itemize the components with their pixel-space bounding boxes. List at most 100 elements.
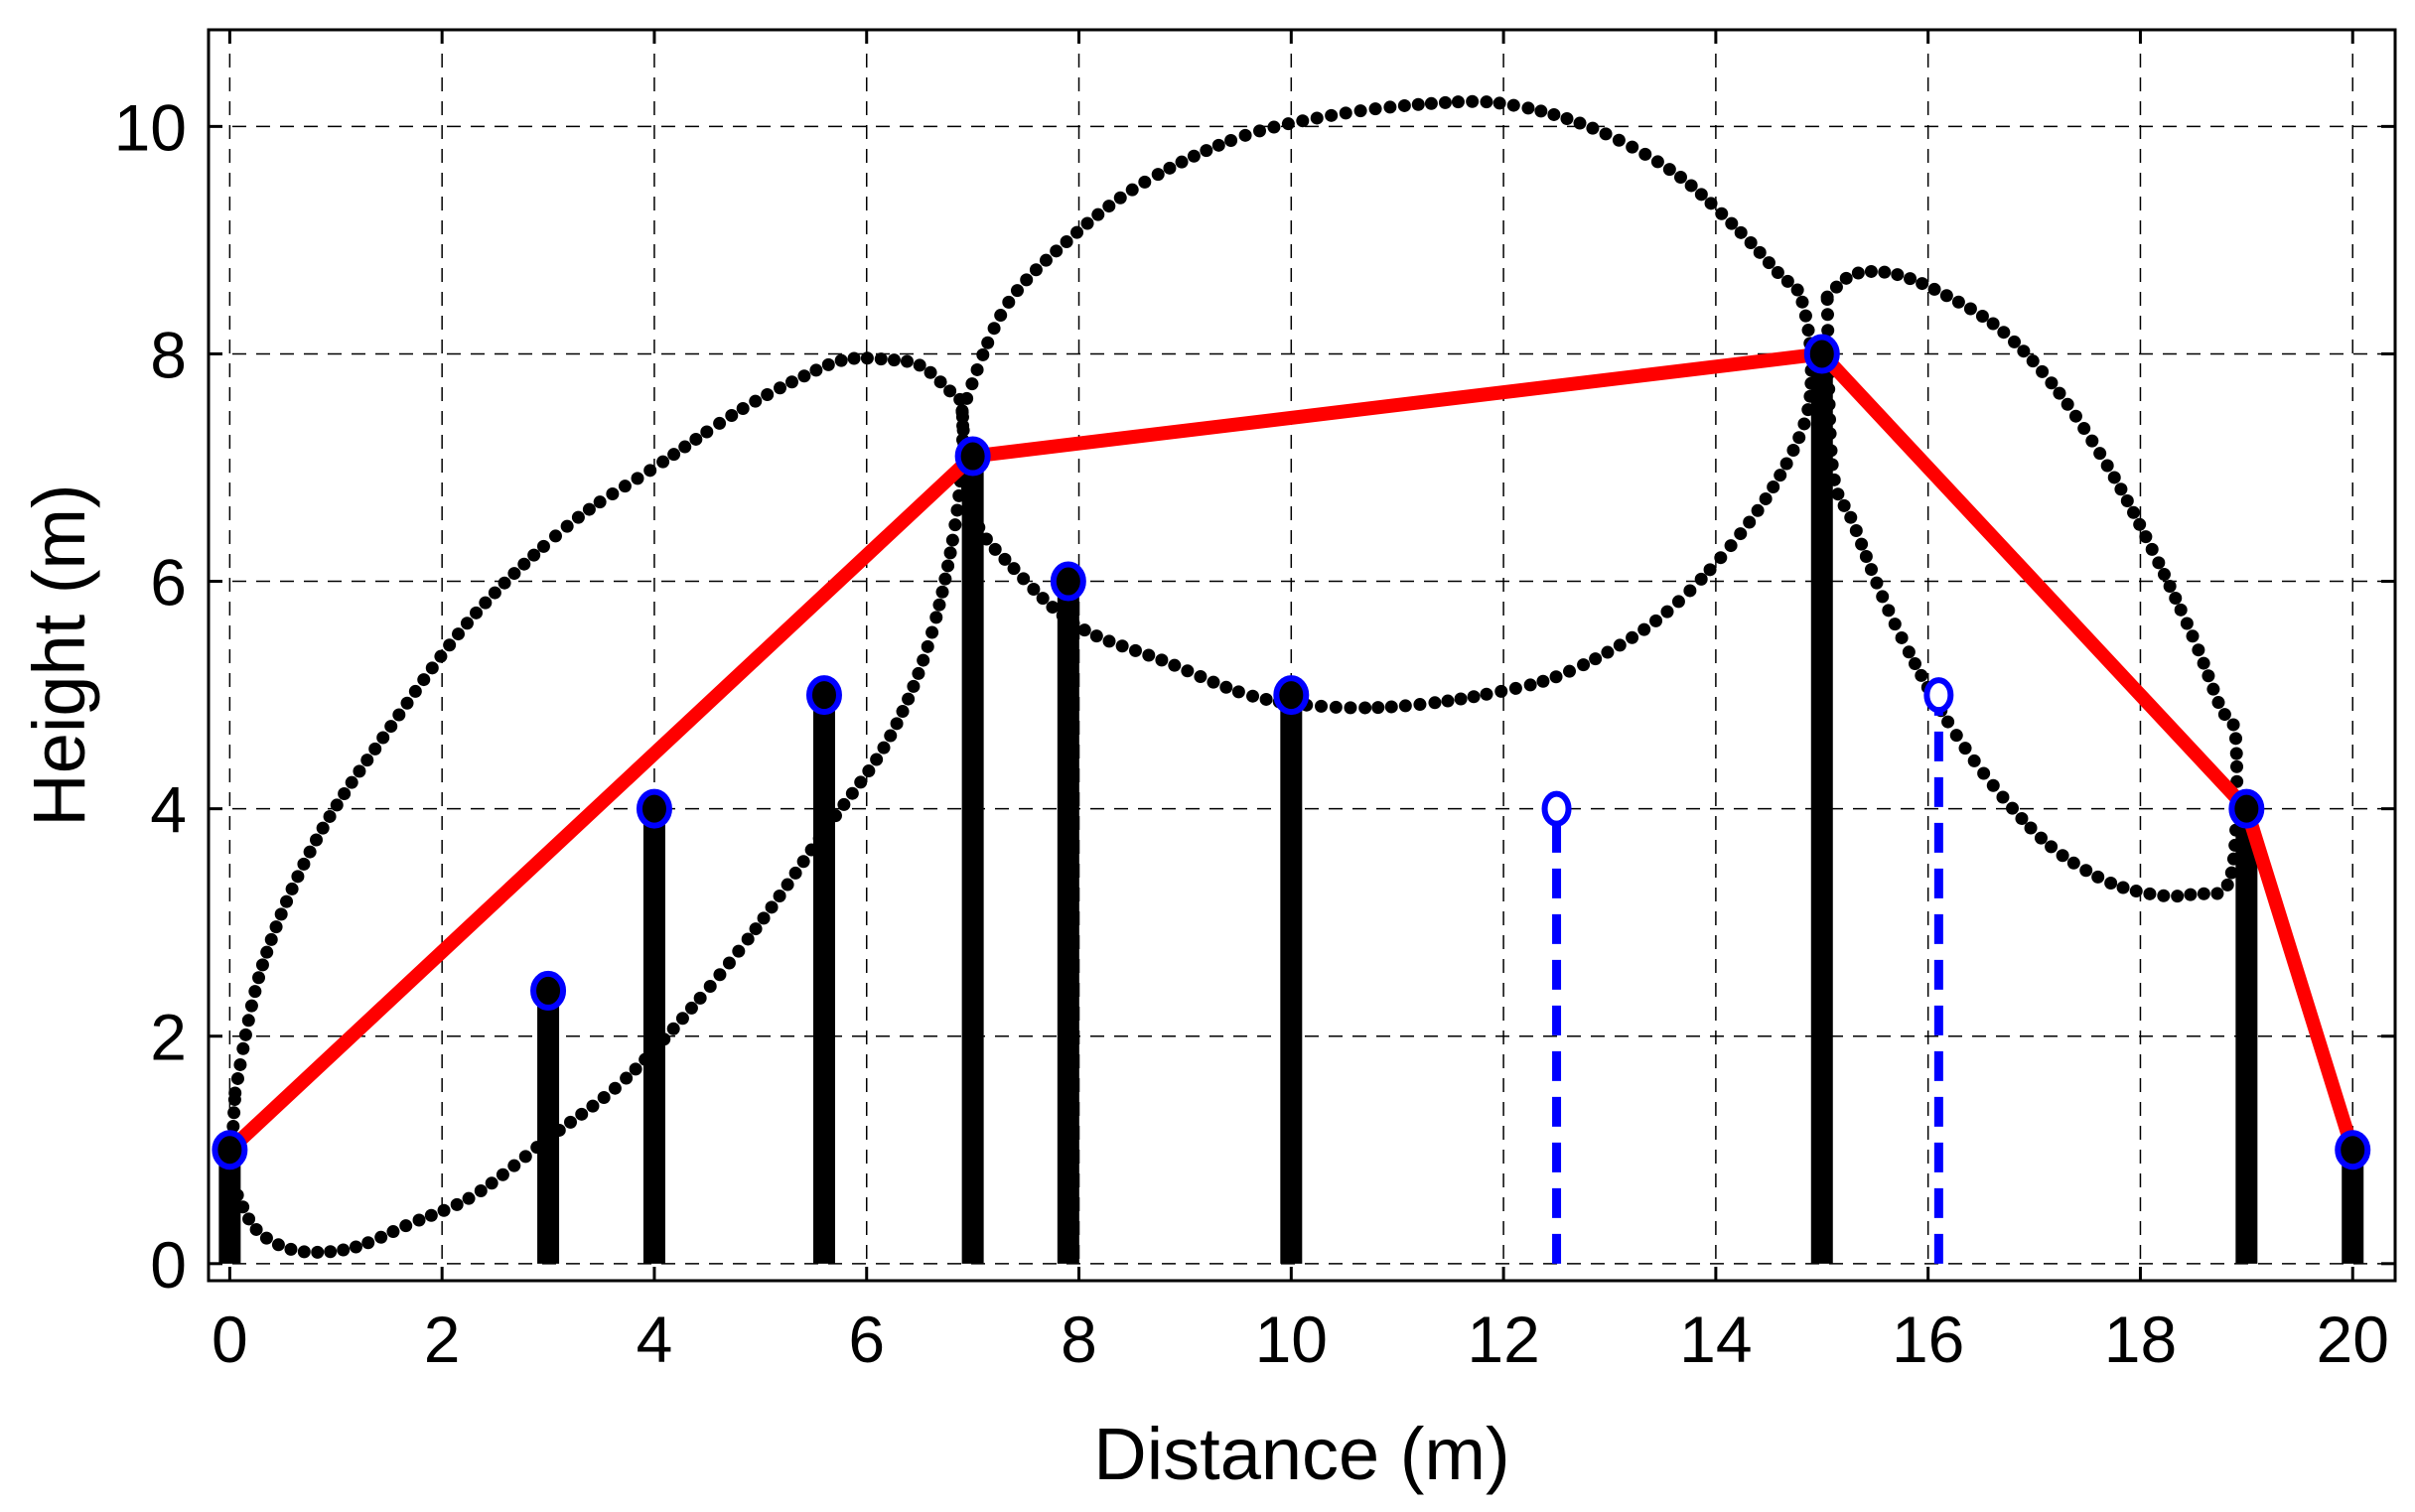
loop-dot [1325,108,1339,122]
loop-dot [1163,161,1177,175]
loop-dot [1428,696,1442,710]
loop-dot [470,606,484,619]
loop-dot [2093,447,2107,461]
loop-dot [297,1245,311,1259]
loop-dot [1353,104,1367,118]
loop-dot [1671,595,1685,609]
loop-dot [900,354,914,368]
loop-dot [1253,124,1267,138]
loop-dot [1986,317,2000,331]
loop-dot [1837,498,1851,512]
loop-series [955,94,1818,715]
x-tick-label: 6 [848,1303,885,1376]
loop-dot [1790,283,1804,297]
loop-dot [517,557,531,571]
loop-dot [353,764,366,778]
loop-dot [736,401,750,415]
loop-dot [1997,326,2011,340]
loop-dot [2230,774,2244,788]
loop-dot [1207,675,1220,689]
loop-dot [368,742,382,756]
loop-dot [608,1081,622,1095]
loop-dot [2015,812,2029,826]
loop-dot [2226,718,2240,732]
loop-dot [854,775,868,789]
loop-dot [1864,264,1878,278]
pole-top-marker [2335,1130,2371,1170]
loop-dot [274,907,288,921]
loop-dot [1181,664,1195,678]
pole-top-marker [954,436,991,477]
loop-dot [809,363,823,377]
loop-dot [845,786,859,800]
loop-dot [2139,530,2153,544]
loop-dot [1795,295,1809,309]
y-tick-label: 0 [150,1228,187,1302]
loop-dot [479,596,493,610]
loop-dot [757,911,771,925]
loop-dot [1895,630,1909,644]
loop-dot [1091,207,1105,221]
loop-dot [1637,622,1651,636]
loop-dot [2006,801,2020,815]
loop-dot [1743,515,1757,529]
loop-dot [932,598,946,612]
loop-dot [1715,206,1729,220]
loop-dot [361,1236,375,1250]
loop-dot [1187,149,1201,163]
loop-dot [1441,694,1455,708]
loop-dot [1660,605,1674,619]
loop-dot [2045,840,2059,854]
loop-dot [1683,584,1697,598]
loop-dot [703,980,717,994]
loop-dot [2174,603,2188,617]
loop-dot [451,627,465,641]
loop-dot [1891,268,1905,282]
loop-dot [1080,216,1094,230]
loop-dot [384,720,398,734]
loop-dot [248,985,262,999]
loop-dot [1915,668,1928,682]
loop-dot [1649,614,1663,627]
loop-dot [233,1057,247,1071]
loop-dot [1521,101,1535,115]
loop-dot [943,384,957,398]
pole-top-marker [636,788,672,829]
pole-top-marker [2228,788,2265,829]
loop-dot [518,1150,532,1164]
loop-dot [1762,256,1776,270]
loop-dot [1744,236,1758,250]
y-tick-label: 6 [150,546,187,619]
loop-dot [1397,98,1411,112]
loop-dot [784,375,798,389]
loop-dot [582,502,596,516]
loop-dot [1060,234,1073,248]
loop-dot [450,1197,464,1211]
loop-dot [2229,732,2243,746]
loop-dot [230,1071,244,1085]
loop-dot [507,1159,521,1172]
loop-dot [1939,289,1953,303]
loop-dot [2157,889,2171,902]
loop-dot [1820,308,1834,322]
loop-dot [1967,754,1981,767]
loop-dot [862,764,876,778]
loop-dot [460,617,474,630]
x-tick-label: 16 [1892,1303,1964,1376]
loop-dot [666,1022,680,1035]
loop-dot [1650,155,1664,169]
loop-dot [227,1106,241,1120]
loop-dot [1383,100,1397,114]
loop-dot [847,351,861,365]
loop-dot [700,425,714,439]
x-tick-label: 8 [1061,1303,1097,1376]
loop-dot [1219,680,1233,694]
loop-dot [874,352,888,366]
loop-dot [437,1203,451,1217]
loop-dot [1089,629,1103,643]
loop-dot [1724,539,1738,553]
loop-dot [2180,617,2194,630]
loop-dot [1753,245,1767,259]
loop-dot [884,729,898,743]
